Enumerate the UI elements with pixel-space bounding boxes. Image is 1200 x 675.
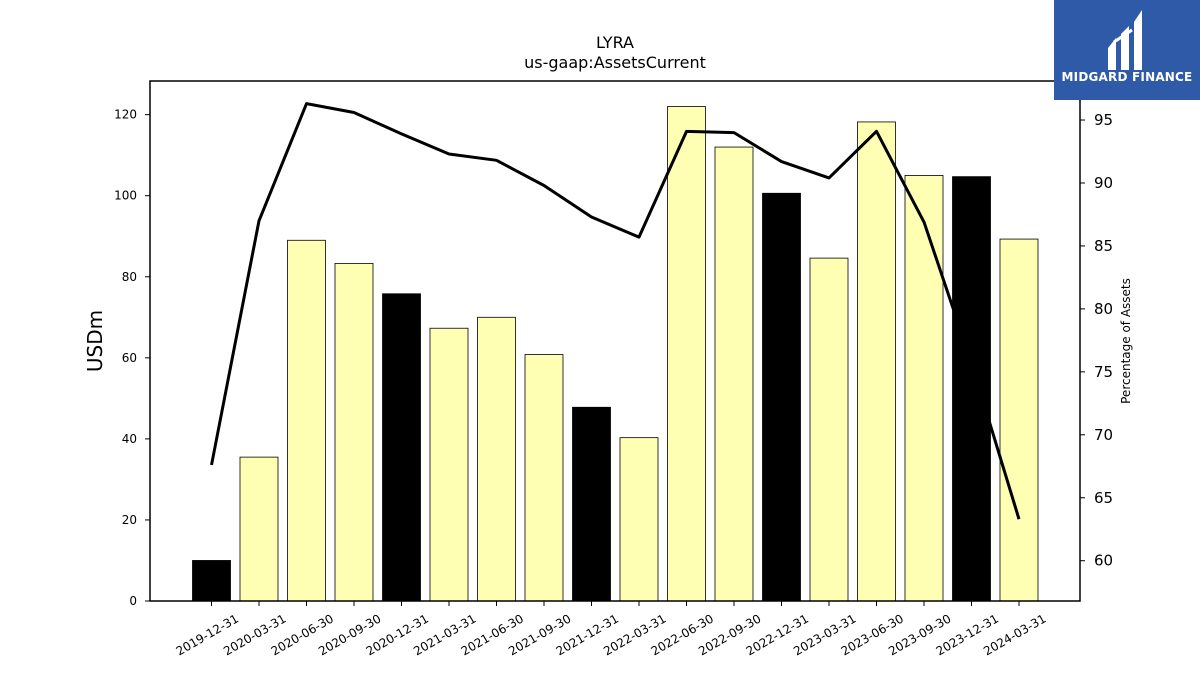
- bar-2023-12-31: [952, 176, 991, 602]
- bar-2024-03-31: [999, 238, 1039, 602]
- midgard-finance-logo: MIDGARD FINANCE: [1054, 0, 1200, 100]
- y-left-tick-label: 0: [129, 594, 137, 608]
- bar-2022-03-31: [619, 437, 659, 602]
- bar-2020-06-30: [287, 239, 326, 602]
- y-right-tick-label: 60: [1094, 552, 1113, 570]
- bar-2021-06-30: [477, 316, 516, 602]
- bar-2020-09-30: [334, 262, 374, 602]
- bar-2019-12-31: [192, 560, 231, 602]
- x-axis: 2019-12-312020-03-312020-06-302020-09-30…: [174, 601, 1049, 658]
- y-axis-left-label: USDm: [83, 310, 107, 372]
- line-layer: [210, 102, 1021, 520]
- bar-2021-03-31: [429, 327, 469, 602]
- y-left-tick-label: 100: [114, 189, 137, 203]
- y-axis-right: 60 65 70 75 80 85 90 95: [1080, 111, 1113, 570]
- bar-2021-09-30: [524, 354, 564, 602]
- y-left-tick-label: 80: [122, 270, 137, 284]
- bar-2023-09-30: [904, 175, 944, 602]
- y-axis-right-label: Percentage of Assets: [1119, 278, 1133, 404]
- bar-2020-12-31: [382, 293, 421, 602]
- y-left-tick-label: 20: [122, 513, 137, 527]
- bar-2023-06-30: [857, 121, 896, 602]
- chart-title: LYRA: [596, 33, 634, 52]
- y-left-tick-label: 120: [114, 108, 137, 122]
- y-right-tick-label: 70: [1094, 426, 1113, 444]
- y-right-tick-label: 85: [1094, 237, 1113, 255]
- percentage-line: [210, 102, 1021, 520]
- chart-subtitle: us-gaap:AssetsCurrent: [524, 53, 706, 72]
- bar-group: [192, 106, 1039, 602]
- y-left-tick-label: 60: [122, 351, 137, 365]
- bar-2020-03-31: [239, 456, 279, 602]
- bar-2022-06-30: [667, 106, 706, 602]
- logo-text: MIDGARD FINANCE: [1061, 70, 1193, 84]
- bar-2022-09-30: [714, 146, 754, 602]
- y-right-tick-label: 90: [1094, 174, 1113, 192]
- bar-2022-12-31: [762, 192, 801, 602]
- bar-2023-03-31: [809, 257, 849, 602]
- y-right-tick-label: 80: [1094, 300, 1113, 318]
- logo-mark-icon: [1108, 10, 1142, 70]
- y-left-tick-label: 40: [122, 432, 137, 446]
- bar-2021-12-31: [572, 406, 611, 602]
- y-right-tick-label: 95: [1094, 111, 1113, 129]
- y-right-tick-label: 75: [1094, 363, 1113, 381]
- y-axis-left: 0 20 40 60 80 100 120: [114, 108, 150, 608]
- plot-frame: [149, 80, 1081, 602]
- y-right-tick-label: 65: [1094, 489, 1113, 507]
